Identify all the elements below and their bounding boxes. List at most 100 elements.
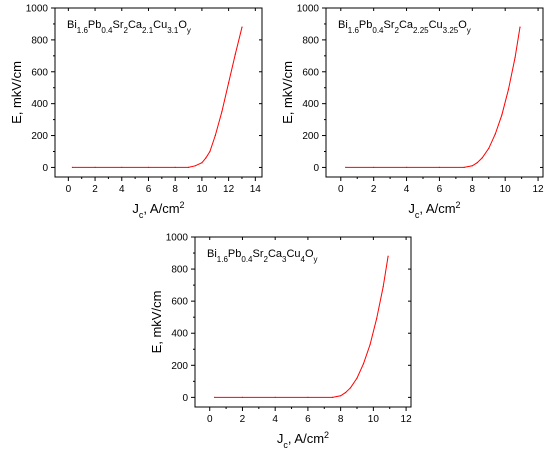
series-label-part: Sr — [113, 19, 124, 31]
data-point — [356, 377, 358, 379]
data-point — [147, 166, 150, 168]
x-tick-label: 10 — [196, 184, 208, 195]
series-label-part: 1.6 — [77, 26, 89, 35]
series-label-part: O — [178, 19, 187, 31]
data-point — [274, 396, 276, 398]
x-axis-title: Jc, A/cm2 — [277, 430, 329, 450]
series-label-part: y — [314, 255, 318, 264]
data-point — [463, 166, 465, 168]
series-label-part: Bi — [338, 19, 348, 31]
x-tick-label: 6 — [437, 184, 443, 195]
data-point — [234, 53, 236, 55]
data-point — [71, 166, 73, 168]
data-point — [121, 166, 123, 168]
x-tick-label: 0 — [338, 184, 344, 195]
series-label-part: 2.1 — [142, 26, 154, 35]
data-point — [376, 318, 378, 320]
x-tick-label: 4 — [404, 184, 410, 195]
data-point — [214, 134, 216, 137]
data-point — [209, 150, 211, 153]
data-point — [349, 387, 352, 389]
x-axis-title-part: , A/cm — [288, 431, 324, 446]
data-point — [187, 166, 190, 168]
x-axis-title: Jc, A/cm2 — [132, 200, 184, 220]
x-tick-label: 14 — [250, 184, 262, 195]
series-label-part: Bi — [207, 248, 217, 260]
series-label: Bi1.6Pb0.4Sr2Ca2.1Cu3.1Oy — [67, 19, 191, 35]
y-tick-label: 400 — [31, 99, 48, 110]
series-label-part: 1.6 — [348, 26, 360, 35]
series-label-part: Pb — [88, 19, 101, 31]
series-label-part: 1.6 — [217, 255, 229, 264]
x-axis-title-part: J — [132, 201, 139, 216]
data-point — [221, 111, 223, 113]
series-label-part: 4 — [301, 255, 306, 264]
data-line — [345, 27, 521, 168]
data-point — [369, 343, 371, 346]
chart-panel-3: 0 2 4 6 8 10 12 0 200 400 600 800 1000 E, mkV/cm Jc, A… — [149, 233, 412, 451]
x-axis-title-part: 2 — [180, 200, 185, 210]
data-point — [501, 114, 503, 116]
data-line — [214, 256, 389, 398]
y-axis-title: E, mkV/cm — [9, 61, 24, 124]
series-label-part: 3.25 — [443, 26, 459, 35]
y-tick-label: 600 — [302, 67, 319, 78]
series-label-part: y — [467, 26, 471, 35]
x-tick-label: 8 — [470, 184, 476, 195]
y-axis-title: E, mkV/cm — [280, 61, 295, 124]
series-label-part: y — [187, 26, 191, 35]
series-label-part: Pb — [228, 248, 241, 260]
plot-frame — [325, 7, 544, 178]
x-axis-title-part: 2 — [324, 430, 329, 440]
x-tick-label: 6 — [146, 184, 152, 195]
series-label-part: 2 — [124, 26, 129, 35]
x-tick-label: 8 — [338, 414, 344, 425]
y-tick-label: 600 — [171, 297, 188, 308]
x-tick-label: 4 — [119, 184, 125, 195]
x-axis-title-part: , A/cm — [419, 201, 455, 216]
data-point — [362, 363, 365, 365]
series-label-part: 0.4 — [241, 255, 253, 264]
y-tick-label: 800 — [171, 265, 188, 276]
data-point — [476, 162, 478, 164]
data-point — [201, 162, 203, 164]
data-point — [382, 286, 384, 288]
series-label-part: O — [458, 19, 467, 31]
data-point — [241, 396, 244, 398]
y-tick-label: 400 — [302, 99, 319, 110]
data-point — [331, 396, 334, 398]
x-tick-label: 0 — [66, 184, 72, 195]
series-label-part: 2 — [395, 26, 400, 35]
plot-frame — [54, 7, 263, 178]
x-tick-label: 0 — [207, 414, 213, 425]
x-tick-label: 12 — [533, 184, 545, 195]
y-tick-label: 200 — [171, 361, 188, 372]
x-tick-label: 10 — [500, 184, 512, 195]
series-label-part: Ca — [128, 19, 143, 31]
x-tick-label: 12 — [223, 184, 235, 195]
chart-panel-1: 0 2 4 6 8 10 12 14 0 200 400 600 800 1000 E, mkV/cm Jc,… — [9, 4, 263, 220]
data-point — [387, 255, 389, 257]
data-point — [373, 166, 375, 168]
data-point — [307, 396, 309, 398]
series-label-part: Cu — [286, 248, 300, 260]
series-label-part: Bi — [67, 19, 77, 31]
y-tick-label: 0 — [42, 163, 48, 174]
series-label-part: Sr — [384, 19, 395, 31]
data-point — [488, 147, 490, 149]
data-point — [494, 133, 496, 135]
y-tick-label: 800 — [302, 35, 319, 46]
series-label: Bi1.6Pb0.4Sr2Ca2.25Cu3.25Oy — [338, 19, 471, 35]
data-line — [72, 26, 243, 168]
series-label-part: Ca — [399, 19, 414, 31]
x-tick-label: 2 — [92, 184, 98, 195]
data-point — [194, 165, 196, 167]
series-label-part: Cu — [429, 19, 443, 31]
x-tick-label: 4 — [272, 414, 278, 425]
series-label-part: 3.1 — [167, 26, 179, 35]
x-axis-title-part: , A/cm — [143, 201, 179, 216]
data-point — [438, 166, 440, 168]
y-tick-label: 0 — [182, 393, 188, 404]
series-label-part: Sr — [253, 248, 264, 260]
data-point — [205, 157, 207, 159]
